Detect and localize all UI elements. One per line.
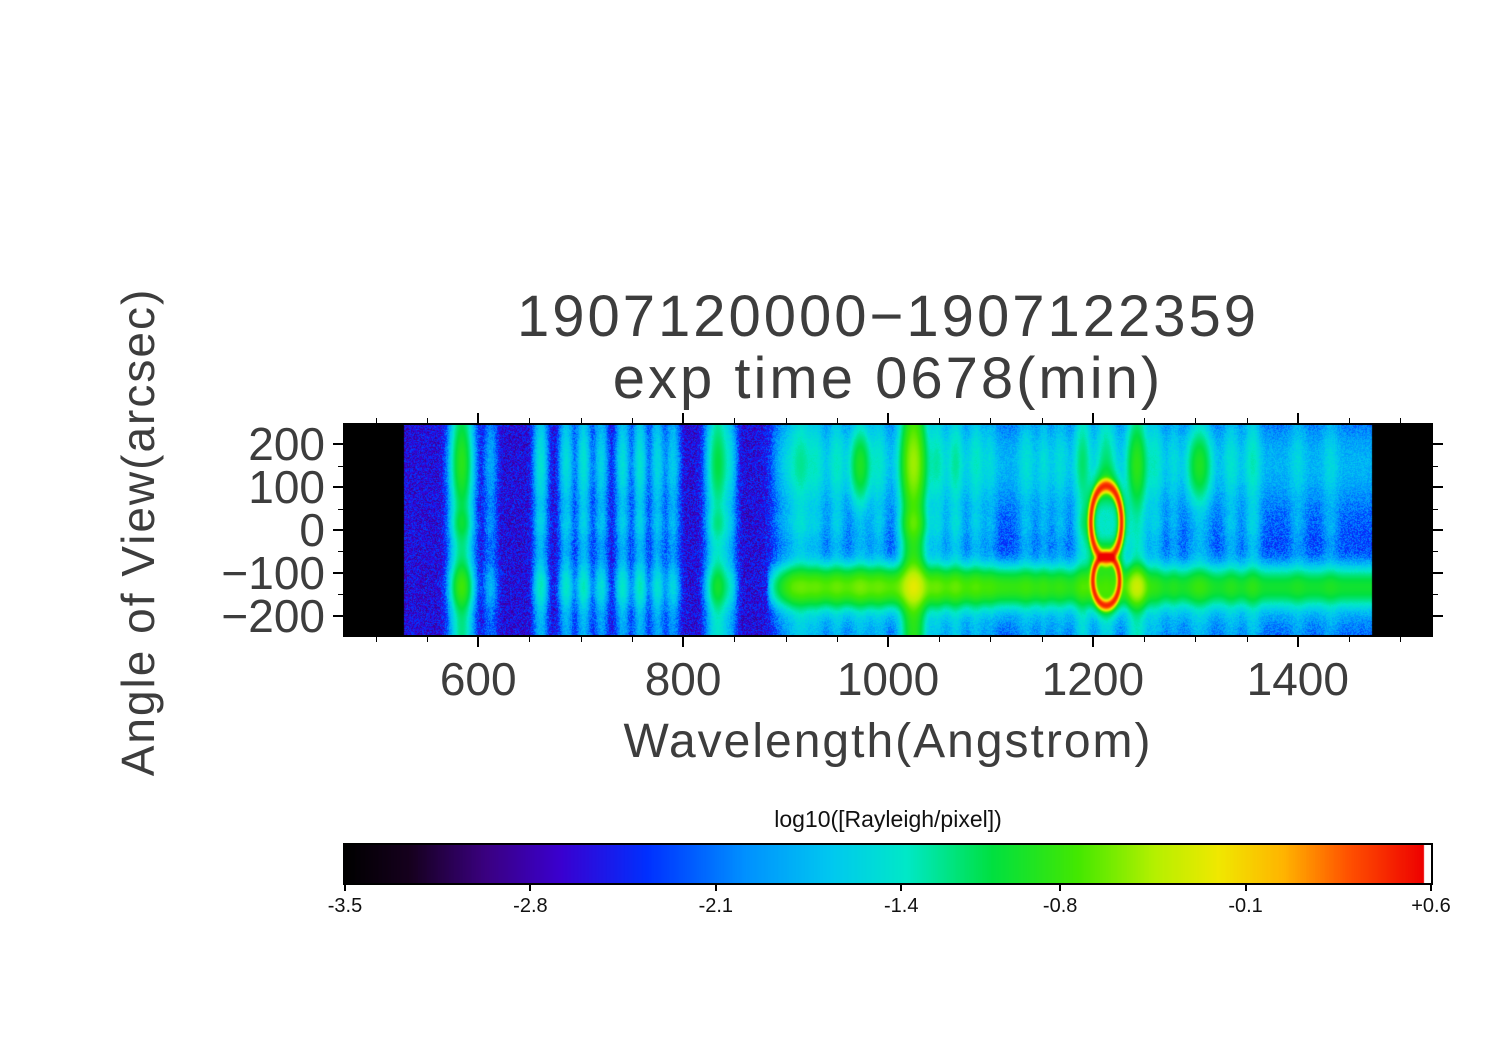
y-major-tick xyxy=(333,443,343,446)
x-minor-tick xyxy=(375,637,377,642)
y-major-tick xyxy=(1433,486,1443,489)
x-major-tick xyxy=(477,637,480,647)
x-minor-tick xyxy=(734,418,736,423)
x-minor-tick xyxy=(1400,637,1402,642)
x-minor-tick xyxy=(1041,418,1043,423)
colorbar-tick xyxy=(344,885,346,891)
colorbar-tick-label: +0.6 xyxy=(1411,895,1451,917)
colorbar-tick-label: -3.5 xyxy=(327,895,363,917)
x-major-tick xyxy=(1296,413,1299,423)
y-tick-label: 200 xyxy=(248,418,325,471)
colorbar-tick xyxy=(1059,885,1062,891)
colorbar-frame xyxy=(343,843,1433,885)
colorbar-tick xyxy=(1244,885,1247,891)
x-minor-tick xyxy=(580,637,582,642)
x-major-tick xyxy=(1296,637,1299,647)
y-minor-tick xyxy=(1433,594,1438,596)
x-minor-tick xyxy=(1349,637,1351,642)
x-tick-label: 1200 xyxy=(1041,653,1145,705)
x-major-tick xyxy=(477,413,480,423)
x-minor-tick xyxy=(1246,637,1248,642)
y-tick-label: 0 xyxy=(299,504,325,556)
x-tick-label: 600 xyxy=(439,653,517,705)
y-major-tick xyxy=(333,529,343,531)
x-minor-tick xyxy=(1144,418,1146,423)
x-minor-tick xyxy=(990,418,992,423)
y-tick-label: −200 xyxy=(221,589,325,642)
x-minor-tick xyxy=(734,637,736,642)
colorbar-tick-label: -2.8 xyxy=(513,895,548,917)
colorbar-tick xyxy=(714,885,717,891)
x-minor-tick xyxy=(1195,418,1197,423)
x-minor-tick xyxy=(990,637,992,642)
x-major-tick xyxy=(887,413,889,423)
x-tick-label: 800 xyxy=(644,653,722,705)
x-minor-tick xyxy=(580,418,582,423)
x-minor-tick xyxy=(426,637,428,642)
x-major-tick xyxy=(887,637,889,647)
colorbar-tick xyxy=(529,885,532,891)
y-minor-tick xyxy=(338,594,343,596)
colorbar-title: log10([Rayleigh/pixel]) xyxy=(774,806,1002,832)
x-axis-label: Wavelength(Angstrom) xyxy=(623,715,1153,768)
y-major-tick xyxy=(1433,614,1443,617)
colorbar-tick xyxy=(900,885,903,891)
colorbar-tick-label: -0.1 xyxy=(1228,895,1263,917)
colorbar-tick-label: -1.4 xyxy=(884,895,919,917)
chart-subtitle: exp time 0678(min) xyxy=(612,346,1164,411)
y-minor-tick xyxy=(1433,465,1438,467)
y-major-tick xyxy=(333,571,343,574)
x-tick-label: 1000 xyxy=(836,653,940,705)
x-minor-tick xyxy=(375,418,377,423)
y-major-tick xyxy=(333,614,343,617)
x-minor-tick xyxy=(631,637,633,642)
x-minor-tick xyxy=(836,418,838,423)
x-minor-tick xyxy=(1349,418,1351,423)
colorbar-tick-label: -2.1 xyxy=(698,895,734,917)
y-major-tick xyxy=(1433,443,1443,446)
heatmap-canvas xyxy=(345,425,1431,635)
y-tick-label: 100 xyxy=(248,461,325,514)
x-major-tick xyxy=(1091,413,1094,423)
x-minor-tick xyxy=(939,637,941,642)
x-major-tick xyxy=(682,413,685,423)
x-minor-tick xyxy=(1041,637,1043,642)
x-minor-tick xyxy=(939,418,941,423)
plot-frame xyxy=(343,423,1433,637)
x-minor-tick xyxy=(426,418,428,423)
x-minor-tick xyxy=(631,418,633,423)
y-major-tick xyxy=(333,486,343,489)
x-minor-tick xyxy=(1195,637,1197,642)
y-major-tick xyxy=(1433,529,1443,531)
y-minor-tick xyxy=(1433,551,1438,553)
x-minor-tick xyxy=(1144,637,1146,642)
chart-title: 1907120000−1907122359 xyxy=(516,284,1259,349)
x-minor-tick xyxy=(529,637,531,642)
x-tick-label: 1400 xyxy=(1246,653,1349,705)
y-minor-tick xyxy=(338,465,343,467)
colorbar-tick xyxy=(1430,885,1432,891)
y-tick-label: −100 xyxy=(221,546,325,599)
x-minor-tick xyxy=(785,418,787,423)
y-axis-label: Angle of View(arcsec) xyxy=(112,287,164,777)
x-minor-tick xyxy=(529,418,531,423)
x-major-tick xyxy=(682,637,685,647)
x-minor-tick xyxy=(785,637,787,642)
y-minor-tick xyxy=(338,551,343,553)
x-minor-tick xyxy=(1400,418,1402,423)
x-minor-tick xyxy=(1246,418,1248,423)
colorbar-canvas xyxy=(345,845,1431,883)
y-minor-tick xyxy=(1433,508,1438,510)
colorbar-tick-label: -0.8 xyxy=(1042,895,1078,917)
y-minor-tick xyxy=(338,508,343,510)
y-major-tick xyxy=(1433,571,1443,574)
x-major-tick xyxy=(1091,637,1094,647)
x-minor-tick xyxy=(836,637,838,642)
